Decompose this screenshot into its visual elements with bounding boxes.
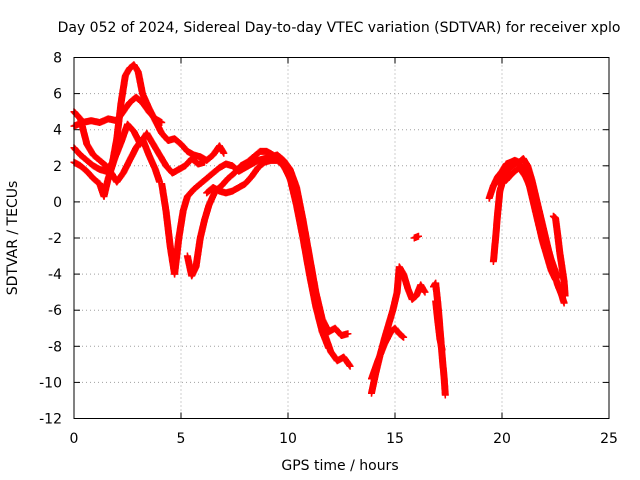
y-tick-labels: 8 6 4 2 0 -2 -4 -6 -8 -10 -12 bbox=[39, 51, 62, 428]
x-axis-label: GPS time / hours bbox=[281, 458, 398, 474]
data-point bbox=[220, 149, 228, 157]
data-point bbox=[344, 330, 352, 338]
y-tick-label: 4 bbox=[53, 123, 62, 139]
y-tick-label: 6 bbox=[53, 87, 62, 103]
data-points bbox=[70, 61, 569, 399]
data-point bbox=[438, 346, 446, 354]
y-tick-label: -8 bbox=[48, 339, 62, 355]
y-tick-label: 0 bbox=[53, 195, 62, 211]
data-point bbox=[415, 232, 422, 240]
data-point bbox=[400, 333, 408, 341]
chart-title: Day 052 of 2024, Sidereal Day-to-day VTE… bbox=[58, 20, 621, 36]
data-point bbox=[441, 391, 449, 399]
x-tick-labels: 0 5 10 15 20 25 bbox=[70, 431, 618, 447]
x-tick-label: 0 bbox=[70, 431, 79, 447]
data-point bbox=[560, 299, 568, 307]
data-point bbox=[325, 344, 333, 352]
y-tick-label: -4 bbox=[48, 267, 62, 283]
data-point bbox=[554, 274, 562, 282]
y-tick-label: -10 bbox=[39, 375, 62, 391]
x-tick-label: 5 bbox=[177, 431, 186, 447]
data-point bbox=[201, 158, 208, 166]
x-tick-label: 25 bbox=[600, 431, 618, 447]
y-tick-label: -12 bbox=[39, 412, 62, 428]
y-tick-label: -2 bbox=[48, 231, 62, 247]
y-tick-label: 8 bbox=[53, 51, 62, 67]
plot-frame bbox=[73, 57, 610, 419]
x-tick-label: 10 bbox=[279, 431, 297, 447]
data-point bbox=[346, 362, 354, 370]
data-point bbox=[421, 288, 429, 296]
y-tick-label: -6 bbox=[48, 303, 62, 319]
data-point bbox=[561, 292, 569, 300]
y-axis-label: SDTVAR / TECUs bbox=[5, 181, 21, 296]
x-tick-label: 15 bbox=[386, 431, 404, 447]
y-tick-label: 2 bbox=[53, 159, 62, 175]
x-tick-label: 20 bbox=[493, 431, 511, 447]
